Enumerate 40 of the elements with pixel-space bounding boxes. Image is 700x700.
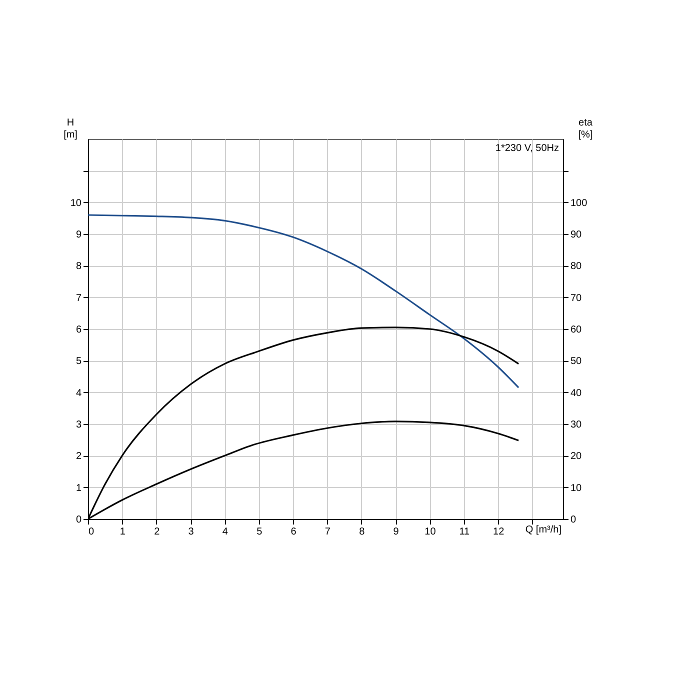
- x-tick-label: 1: [120, 526, 126, 538]
- y-tick-label: 5: [76, 356, 82, 368]
- y2-tick-label: 30: [570, 420, 582, 430]
- x-tick-label: 5: [256, 526, 263, 538]
- y2-tick-label: 90: [570, 230, 582, 240]
- annotation: 1*230 V, 50Hz: [495, 143, 559, 154]
- x-tick-label: 6: [290, 526, 297, 538]
- y-tick-label: 4: [76, 388, 82, 399]
- y-tick-label: 7: [76, 292, 82, 304]
- y-tick-label: 6: [76, 324, 82, 336]
- y2-axis-title: eta [%]: [578, 118, 593, 140]
- y-tick-label: 0: [76, 514, 82, 526]
- y-axis-title: H [m]: [64, 118, 78, 140]
- y2-tick-label: 40: [570, 388, 582, 399]
- y2-tick-label: 60: [570, 324, 582, 336]
- y2-tick-label: 0: [570, 514, 576, 526]
- y-tick-label: 1: [76, 482, 82, 494]
- x-tick-label: 8: [359, 526, 366, 538]
- y2-tick-label: 10: [570, 482, 582, 494]
- y-tick-label: 3: [76, 420, 82, 430]
- line-series: [88, 214, 520, 388]
- y2-tick-label: 20: [570, 451, 582, 462]
- x-tick-label: 7: [324, 526, 331, 538]
- x-tick-label: 3: [188, 526, 194, 538]
- y-tick-label: 8: [76, 261, 82, 272]
- x-tick-label: 4: [222, 526, 228, 538]
- x-axis-title: Q [m³/h]: [525, 524, 562, 536]
- y-tick-label: 9: [76, 230, 82, 240]
- x-tick-label: 10: [424, 526, 436, 538]
- y2-tick-label: 50: [570, 356, 582, 368]
- x-tick-label: 9: [393, 526, 400, 538]
- x-tick-label: 12: [493, 526, 505, 538]
- y2-tick-label: 100: [570, 198, 588, 209]
- x-tick-label: 0: [88, 526, 94, 538]
- y-tick-label: 10: [70, 198, 82, 209]
- x-tick-label: 2: [154, 526, 160, 538]
- y2-tick-label: 80: [570, 261, 582, 272]
- y-tick-label: 2: [76, 451, 82, 462]
- x-tick-label: 11: [459, 526, 470, 538]
- y2-tick-label: 70: [570, 292, 582, 304]
